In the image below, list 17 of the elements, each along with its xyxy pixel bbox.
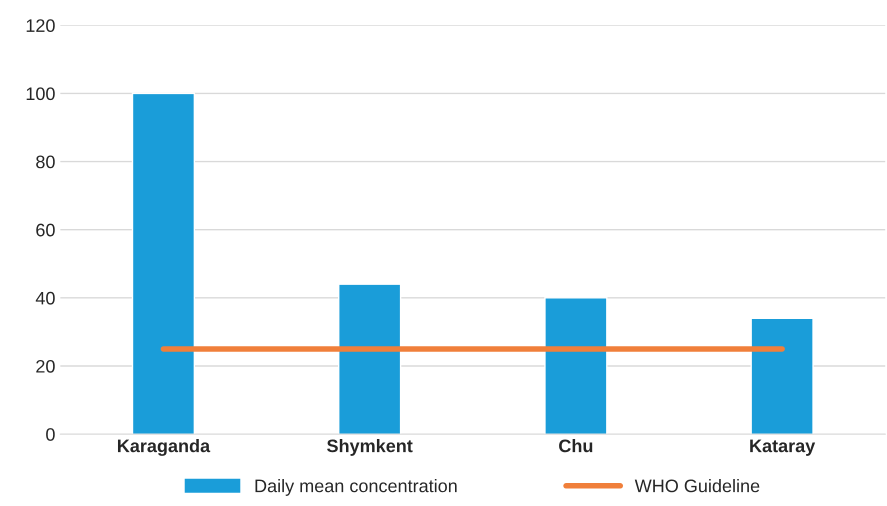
x-tick-label: Kataray <box>750 440 816 456</box>
y-tick-label: 120 <box>26 19 55 32</box>
bar <box>132 92 196 434</box>
legend-label: WHO Guideline <box>634 479 760 492</box>
y-tick-label: 80 <box>36 156 55 168</box>
y-tick-label: 60 <box>36 224 55 236</box>
bar <box>338 284 402 434</box>
y-tick-label: 100 <box>26 87 55 100</box>
bar <box>750 318 814 434</box>
y-tick-label: 0 <box>46 428 55 441</box>
bar <box>544 297 608 434</box>
x-tick-label: Chu <box>559 439 592 452</box>
y-tick-label: 40 <box>36 292 55 305</box>
x-tick-label: Shymkent <box>327 439 413 456</box>
x-tick-label: Karaganda <box>118 439 210 456</box>
y-tick-label: 20 <box>36 360 55 373</box>
legend-label: Daily mean concentration <box>256 479 457 496</box>
